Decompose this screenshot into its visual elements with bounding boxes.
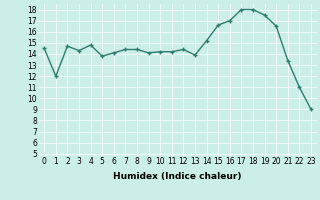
X-axis label: Humidex (Indice chaleur): Humidex (Indice chaleur) xyxy=(113,172,242,181)
